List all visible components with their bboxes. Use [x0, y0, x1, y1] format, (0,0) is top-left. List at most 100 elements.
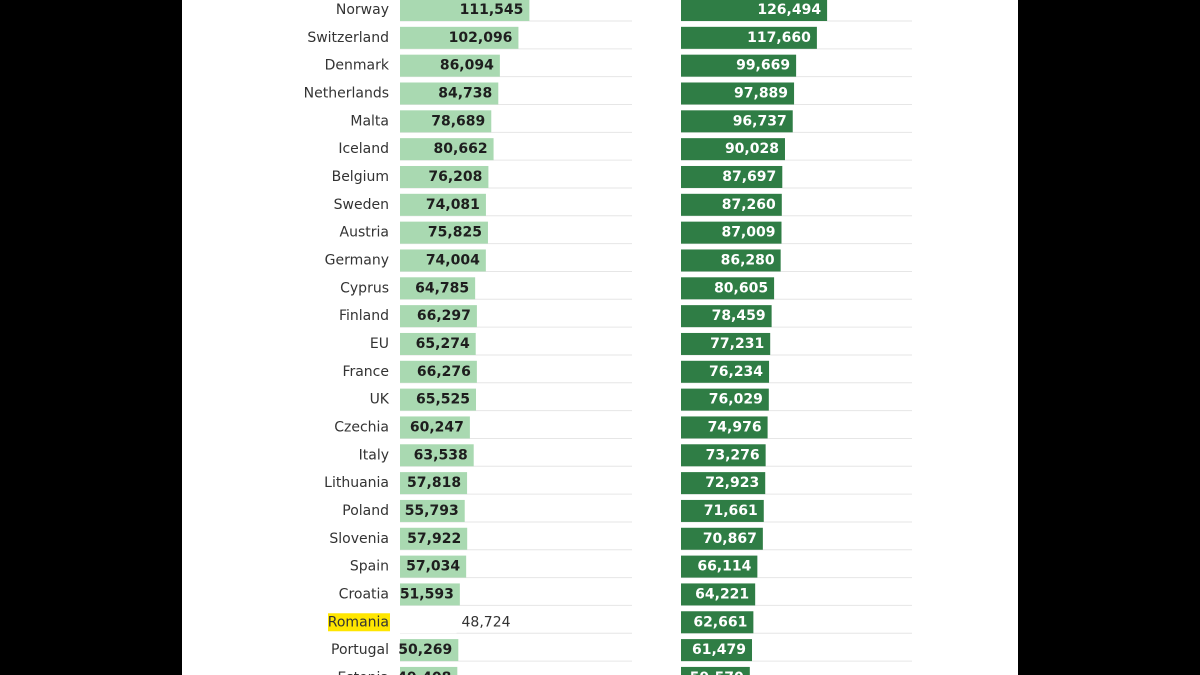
value-label: 60,247 — [410, 419, 464, 435]
category-label: Cyprus — [340, 280, 389, 296]
bar — [400, 305, 477, 328]
bar — [400, 666, 458, 675]
bar — [681, 388, 769, 411]
category-label: Iceland — [338, 141, 389, 157]
category-label: Estonia — [337, 670, 389, 675]
bar — [681, 277, 775, 300]
value-label: 77,231 — [710, 336, 764, 352]
bar — [681, 527, 763, 550]
value-label: 111,545 — [460, 2, 524, 18]
category-label: Sweden — [334, 197, 389, 213]
bar — [400, 249, 486, 272]
category-label: Lithuania — [324, 475, 389, 491]
value-label: 87,260 — [722, 197, 776, 213]
bar — [400, 26, 519, 49]
value-label: 74,976 — [708, 419, 762, 435]
value-label: 57,818 — [407, 475, 461, 491]
value-label: 65,274 — [416, 336, 470, 352]
value-label: 87,697 — [722, 169, 776, 185]
bar — [681, 666, 750, 675]
bar — [681, 249, 781, 272]
bar — [400, 332, 476, 355]
value-label: 96,737 — [733, 113, 787, 129]
highlight — [328, 613, 390, 632]
category-label: Belgium — [332, 169, 389, 185]
value-label: 73,276 — [706, 447, 760, 463]
category-label: EU — [370, 336, 389, 352]
category-label: Slovenia — [329, 531, 389, 547]
bar — [400, 360, 477, 383]
bar — [681, 0, 828, 21]
value-label: 76,234 — [709, 364, 763, 380]
bar — [400, 221, 488, 244]
bar — [681, 583, 756, 606]
value-label: 75,825 — [428, 225, 482, 241]
bar — [681, 110, 793, 133]
value-label: 61,479 — [692, 642, 746, 658]
bar — [681, 221, 782, 244]
category-label: Denmark — [325, 58, 390, 74]
value-label: 49,408 — [397, 670, 451, 675]
value-label: 50,269 — [398, 642, 452, 658]
category-label: France — [342, 364, 389, 380]
category-label: Norway — [336, 2, 389, 18]
category-label: Croatia — [339, 586, 389, 602]
value-label: 55,793 — [405, 503, 459, 519]
value-label: 102,096 — [449, 30, 513, 46]
bar — [681, 611, 754, 634]
value-label: 57,034 — [406, 559, 460, 575]
category-label: Spain — [350, 559, 389, 575]
value-label: 70,867 — [703, 531, 757, 547]
value-label: 59,570 — [690, 670, 744, 675]
bar — [400, 639, 459, 662]
category-label: Romania — [328, 614, 389, 630]
bar — [681, 444, 766, 467]
value-label: 74,004 — [426, 252, 480, 268]
bar — [400, 416, 470, 439]
value-label: 78,689 — [431, 113, 485, 129]
value-label: 76,029 — [709, 392, 763, 408]
value-label: 80,662 — [434, 141, 488, 157]
bar — [400, 193, 486, 216]
category-label: Czechia — [334, 419, 389, 435]
bar — [400, 555, 467, 578]
bar — [400, 499, 465, 522]
bar — [400, 388, 477, 411]
value-label: 126,494 — [757, 2, 821, 18]
bar — [681, 82, 795, 105]
value-label: 90,028 — [725, 141, 779, 157]
value-label: 97,889 — [734, 85, 788, 101]
bar — [400, 472, 468, 495]
value-label: 64,221 — [695, 586, 749, 602]
bar — [681, 472, 766, 495]
category-label: Netherlands — [304, 85, 389, 101]
value-label: 48,724 — [462, 614, 511, 630]
bar — [681, 360, 770, 383]
bar — [400, 138, 494, 161]
value-label: 72,923 — [705, 475, 759, 491]
category-label: Portugal — [331, 642, 389, 658]
value-label: 78,459 — [712, 308, 766, 324]
bar — [681, 332, 771, 355]
value-label: 66,276 — [417, 364, 471, 380]
bar — [681, 416, 768, 439]
bar — [681, 138, 785, 161]
value-label: 99,669 — [736, 58, 790, 74]
category-label: Switzerland — [307, 30, 389, 46]
bar — [681, 639, 753, 662]
value-label: 65,525 — [416, 392, 470, 408]
category-label: Finland — [339, 308, 389, 324]
category-label: Malta — [350, 113, 389, 129]
bar — [400, 0, 530, 21]
value-label: 80,605 — [714, 280, 768, 296]
bar — [400, 277, 476, 300]
value-label: 86,094 — [440, 58, 494, 74]
bar — [400, 527, 468, 550]
value-label: 62,661 — [693, 614, 747, 630]
category-label: Poland — [342, 503, 389, 519]
category-label: UK — [370, 392, 390, 408]
value-label: 86,280 — [721, 252, 775, 268]
bar — [681, 305, 772, 328]
